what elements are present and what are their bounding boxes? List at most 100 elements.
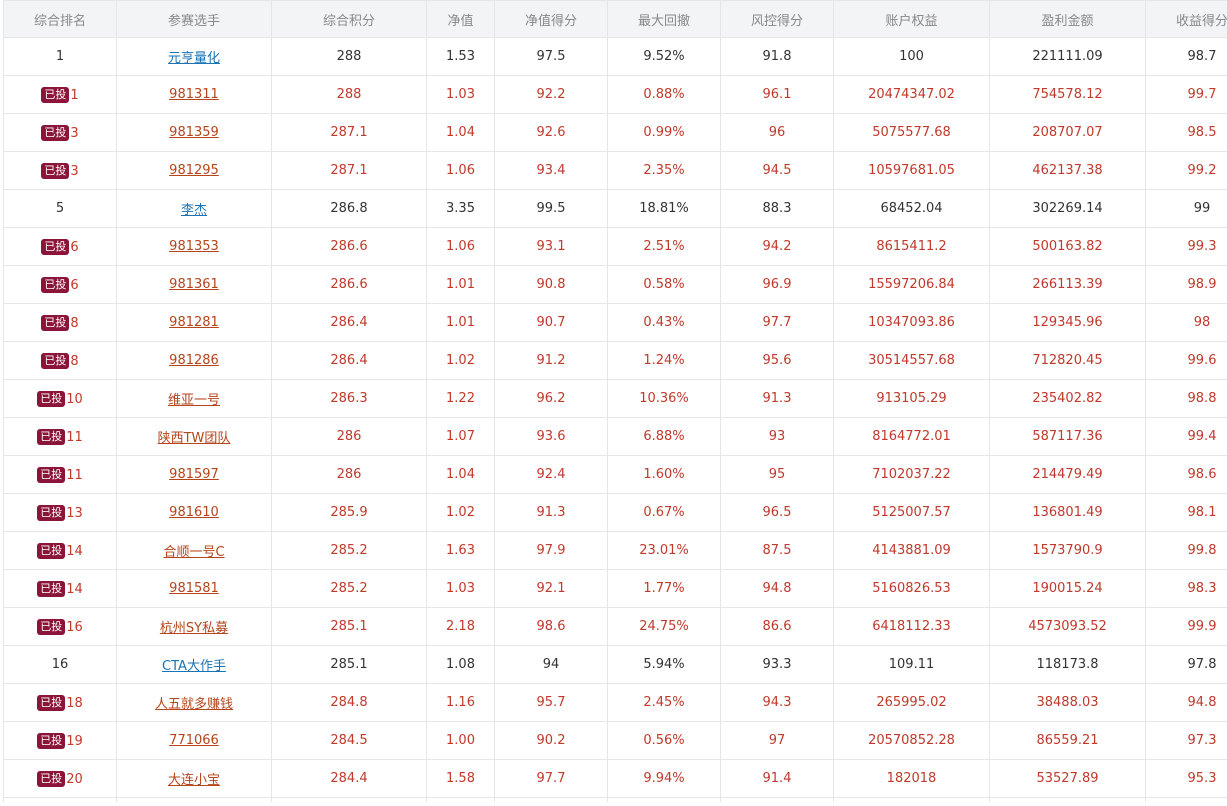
invested-badge: 已投 [37,542,66,559]
score-cell: 287.1 [271,113,427,152]
player-link[interactable]: 981295 [169,163,219,178]
max-drawdown-cell: 0.43% [607,303,721,342]
equity-cell: 8615411.2 [833,227,990,266]
rank-cell: 已投 18 [3,683,117,722]
nav-score-cell: 92.2 [494,75,608,114]
header-return-score[interactable]: 收益得分 [1145,0,1227,38]
player-link[interactable]: 981353 [169,239,219,254]
risk-score-cell: 95.6 [720,341,834,380]
empty-cell [426,797,495,802]
header-nav-score[interactable]: 净值得分 [494,0,608,38]
player-link[interactable]: 981359 [169,125,219,140]
player-link[interactable]: 981361 [169,277,219,292]
table-row: 16 CTA大作手 285.1 1.08 94 5.94% 93.3 109.11 118173… [3,645,1227,684]
player-link[interactable]: 981286 [169,353,219,368]
rank-value: 11 [66,429,83,445]
header-nav[interactable]: 净值 [426,0,495,38]
empty-cell [1145,797,1227,802]
header-rank[interactable]: 综合排名 [3,0,117,38]
nav-score-cell: 91.2 [494,341,608,380]
invested-badge: 已投 [41,238,70,255]
equity-cell: 100 [833,37,990,76]
rank-value: 1 [70,87,79,103]
table-body: 1 元亨量化 288 1.53 97.5 9.52% 91.8 100 221111.09 98.… [3,37,1227,802]
player-link[interactable]: 元亨量化 [167,51,220,66]
rank-cell: 已投 16 [3,607,117,646]
player-link[interactable]: 981281 [169,315,219,330]
profit-cell: 266113.39 [989,265,1146,304]
player-link[interactable]: 人五就多赚钱 [154,697,233,712]
nav-cell: 1.22 [426,379,495,418]
player-link[interactable]: 大连小宝 [167,773,220,788]
rank-cell: 已投 14 [3,531,117,570]
profit-cell: 129345.96 [989,303,1146,342]
player-link[interactable]: 杭州SY私募 [159,621,229,636]
table-row: 已投 6 981361 286.6 1.01 90.8 0.58% 96.9 15597206.… [3,265,1227,304]
return-score-cell: 97.3 [1145,721,1227,760]
score-cell: 286.4 [271,341,427,380]
profit-cell: 462137.38 [989,151,1146,190]
rank-value: 3 [70,125,79,141]
equity-cell: 6418112.33 [833,607,990,646]
player-cell: 元亨量化 [116,37,272,76]
player-link[interactable]: 771066 [169,733,219,748]
header-equity[interactable]: 账户权益 [833,0,990,38]
nav-score-cell: 97.9 [494,531,608,570]
header-max-drawdown[interactable]: 最大回撤 [607,0,721,38]
return-score-cell: 94.8 [1145,683,1227,722]
table-row: 1 元亨量化 288 1.53 97.5 9.52% 91.8 100 221111.09 98.… [3,37,1227,76]
player-cell: 981286 [116,341,272,380]
table-row: 已投 13 981610 285.9 1.02 91.3 0.67% 96.5 5125007.… [3,493,1227,532]
nav-cell: 3.35 [426,189,495,228]
nav-score-cell: 94 [494,645,608,684]
equity-cell: 30514557.68 [833,341,990,380]
return-score-cell: 99.8 [1145,531,1227,570]
player-link[interactable]: 981610 [169,505,219,520]
score-cell: 285.2 [271,569,427,608]
player-link[interactable]: 981581 [169,581,219,596]
player-cell: 981581 [116,569,272,608]
score-cell: 287.1 [271,151,427,190]
nav-cell: 1.03 [426,569,495,608]
risk-score-cell: 87.5 [720,531,834,570]
return-score-cell: 97.8 [1145,645,1227,684]
player-link[interactable]: 李杰 [180,203,207,218]
nav-score-cell: 96.2 [494,379,608,418]
nav-score-cell: 93.6 [494,417,608,456]
rank-value: 6 [70,277,79,293]
player-link[interactable]: 维亚一号 [167,393,220,408]
header-risk-score[interactable]: 风控得分 [720,0,834,38]
max-drawdown-cell: 23.01% [607,531,721,570]
table-row: 已投 8 981286 286.4 1.02 91.2 1.24% 95.6 30514557.… [3,341,1227,380]
rank-value: 13 [66,505,83,521]
rank-cell: 已投 10 [3,379,117,418]
player-link[interactable]: 981597 [169,467,219,482]
risk-score-cell: 91.8 [720,37,834,76]
player-link[interactable]: 合顺一号C [163,545,225,560]
score-cell: 286.6 [271,265,427,304]
risk-score-cell: 96.1 [720,75,834,114]
rank-value: 1 [55,49,65,64]
player-cell: 981610 [116,493,272,532]
player-link[interactable]: 981311 [169,87,219,102]
rank-cell: 1 [3,37,117,76]
risk-score-cell: 88.3 [720,189,834,228]
player-link[interactable]: CTA大作手 [162,659,226,674]
profit-cell: 712820.45 [989,341,1146,380]
table-row: 已投 11 陕西TW团队 286 1.07 93.6 6.88% 93 8164772.01 58… [3,417,1227,456]
table-row-partial [3,797,1227,802]
rank-cell: 已投 20 [3,759,117,798]
return-score-cell: 98.6 [1145,455,1227,494]
profit-cell: 1573790.9 [989,531,1146,570]
nav-cell: 1.04 [426,455,495,494]
header-score[interactable]: 综合积分 [271,0,427,38]
header-profit[interactable]: 盈利金额 [989,0,1146,38]
profit-cell: 302269.14 [989,189,1146,228]
invested-badge: 已投 [37,466,66,483]
return-score-cell: 99.3 [1145,227,1227,266]
header-player[interactable]: 参赛选手 [116,0,272,38]
nav-cell: 1.63 [426,531,495,570]
empty-cell [607,797,721,802]
profit-cell: 221111.09 [989,37,1146,76]
player-link[interactable]: 陕西TW团队 [157,431,231,446]
